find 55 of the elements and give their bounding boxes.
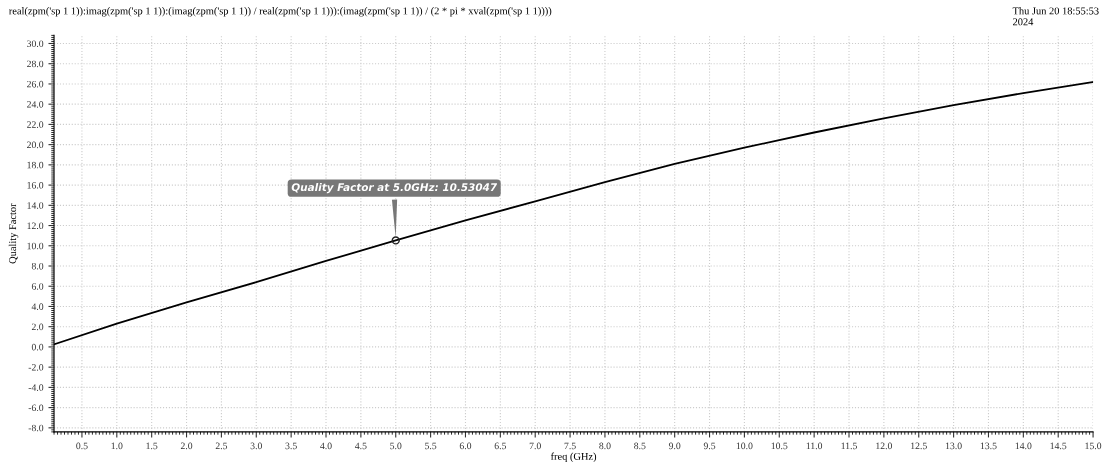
x-tick-label: 15.0 <box>1085 442 1102 450</box>
x-tick-label: 13.0 <box>945 442 962 450</box>
x-tick-label: 9.5 <box>703 442 716 450</box>
x-axis-title: freq (GHz) <box>550 452 597 463</box>
x-tick-label: 14.5 <box>1050 442 1067 450</box>
x-tick-label: 10.0 <box>736 442 753 450</box>
annotation: Quality Factor at 5.0GHz: 10.53047 <box>291 183 498 194</box>
y-tick-label: -8.0 <box>28 424 44 432</box>
x-tick-label: 8.5 <box>634 442 646 450</box>
x-tick-label: 13.5 <box>980 442 997 450</box>
x-tick-label: 2.5 <box>215 442 228 450</box>
y-tick-label: 28.0 <box>27 60 44 68</box>
y-tick-label: 16.0 <box>27 182 44 189</box>
x-tick-label: 5.5 <box>425 442 437 450</box>
text: Thu Jun 20 18:55:53 2024 <box>1012 7 1099 26</box>
y-tick-label: -4.0 <box>28 384 44 391</box>
chart-title: real(zpm('sp 1 1)):imag(zpm('sp 1 1)):(imag(zpm('sp 1 1)) / real(zpm('sp 1 1))):(imag(zpm('sp 1 1)) / (2 * pi * xval(zpm('sp 1 1)))) <box>9 7 552 17</box>
x-tick-label: 7.5 <box>564 442 576 450</box>
x-tick-label: 1.5 <box>146 442 158 450</box>
y-tick-label: 8.0 <box>31 262 44 270</box>
x-tick-label: 2.0 <box>180 442 193 450</box>
y-tick-label: 24.0 <box>27 101 44 108</box>
x-tick-label: 4.0 <box>320 442 332 450</box>
x-tick-label: 11.0 <box>806 442 823 450</box>
y-tick-label: 6.0 <box>31 283 44 290</box>
x-tick-label: 3.5 <box>285 442 297 450</box>
x-tick-label: 8.0 <box>599 442 611 450</box>
x-tick-label: 4.5 <box>354 442 367 450</box>
x-tick-label: 1.0 <box>111 442 123 450</box>
x-tick-label: 7.0 <box>529 442 541 450</box>
y-tick-label: 18.0 <box>27 161 44 169</box>
y-tick-label: 2.0 <box>31 323 44 331</box>
y-tick-label: 20.0 <box>27 141 44 149</box>
x-tick-label: 12.0 <box>876 442 893 450</box>
y-tick-label: 0.0 <box>31 343 44 351</box>
x-tick-label: 11.5 <box>841 442 857 450</box>
y-tick-label: 14.0 <box>27 202 44 209</box>
x-tick-label: 14.0 <box>1015 442 1032 450</box>
y-tick-label: 30.0 <box>27 40 44 47</box>
y-tick-label: 10.0 <box>27 242 44 250</box>
x-tick-label: 5.0 <box>390 442 402 450</box>
y-tick-label: 22.0 <box>27 121 44 128</box>
y-tick-label: 4.0 <box>31 303 44 310</box>
y-tick-label: 26.0 <box>27 80 44 88</box>
y-tick-label: 12.0 <box>27 222 44 230</box>
x-tick-label: 0.5 <box>76 442 88 450</box>
x-tick-label: 6.5 <box>494 442 507 450</box>
x-tick-label: 10.5 <box>771 442 788 450</box>
x-tick-label: 3.0 <box>250 442 262 450</box>
y-tick-label: -6.0 <box>28 404 44 412</box>
x-tick-label: 12.5 <box>911 442 927 450</box>
y-axis-title: Quality Factor <box>8 203 19 264</box>
y-tick-label: -2.0 <box>28 364 44 371</box>
x-tick-label: 6.0 <box>459 442 472 450</box>
x-tick-label: 9.0 <box>668 442 681 450</box>
